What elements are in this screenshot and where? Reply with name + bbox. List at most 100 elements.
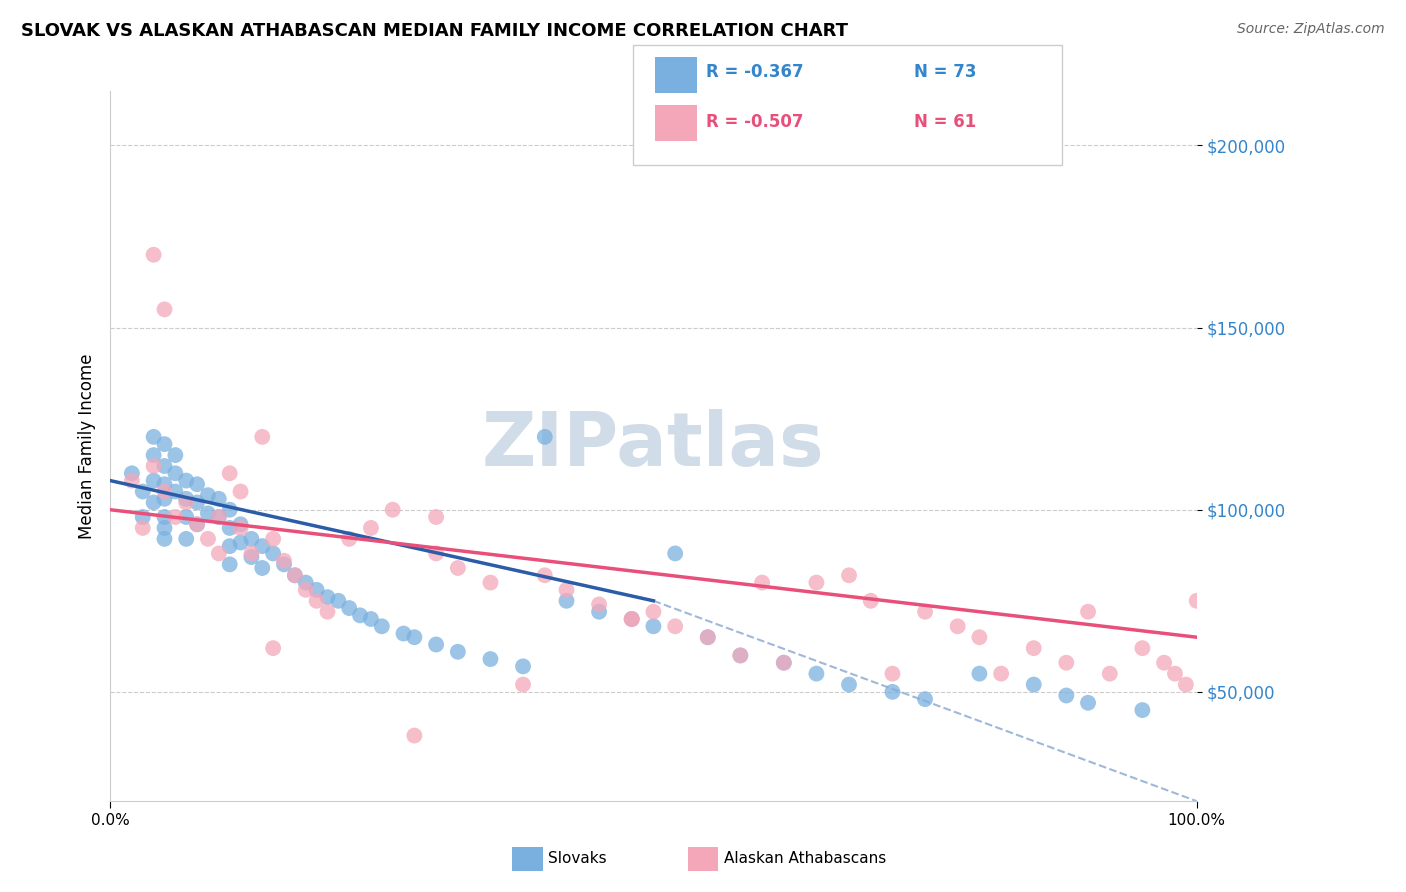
Point: [371, 619, 394, 633]
Point: [914, 605, 936, 619]
Point: [664, 546, 686, 560]
Point: [1098, 666, 1121, 681]
Point: [1054, 689, 1077, 703]
Point: [337, 601, 360, 615]
Point: [240, 550, 263, 565]
Point: [696, 630, 718, 644]
Point: [186, 495, 208, 509]
Point: [664, 619, 686, 633]
Point: [262, 546, 284, 560]
Point: [882, 685, 904, 699]
Point: [990, 666, 1012, 681]
Point: [294, 582, 316, 597]
Point: [882, 666, 904, 681]
Point: [153, 484, 176, 499]
Point: [165, 484, 187, 499]
Point: [142, 448, 165, 462]
Point: [186, 477, 208, 491]
Point: [153, 521, 176, 535]
Point: [132, 510, 155, 524]
Point: [620, 612, 643, 626]
Point: [284, 568, 307, 582]
Point: [1164, 666, 1187, 681]
Point: [305, 594, 328, 608]
Point: [121, 467, 143, 481]
Point: [218, 467, 240, 481]
Point: [533, 568, 555, 582]
Point: [305, 582, 328, 597]
Point: [174, 510, 197, 524]
Text: R = -0.507: R = -0.507: [706, 113, 803, 131]
Point: [806, 666, 828, 681]
Text: Slovaks: Slovaks: [548, 852, 607, 866]
Point: [1054, 656, 1077, 670]
Point: [1132, 641, 1154, 656]
Point: [165, 467, 187, 481]
Point: [174, 474, 197, 488]
Point: [838, 677, 860, 691]
Point: [404, 729, 426, 743]
Point: [360, 612, 382, 626]
Point: [262, 641, 284, 656]
Point: [751, 575, 773, 590]
Point: [555, 594, 578, 608]
Point: [153, 458, 176, 473]
Point: [328, 594, 350, 608]
Point: [142, 474, 165, 488]
Point: [337, 532, 360, 546]
Point: [273, 558, 295, 572]
Point: [218, 558, 240, 572]
Point: [153, 302, 176, 317]
Point: [643, 619, 665, 633]
Point: [479, 575, 502, 590]
Point: [404, 630, 426, 644]
Point: [555, 582, 578, 597]
Point: [447, 561, 470, 575]
Point: [262, 532, 284, 546]
Point: [969, 666, 991, 681]
Text: R = -0.367: R = -0.367: [706, 63, 803, 81]
Point: [165, 510, 187, 524]
Point: [208, 510, 231, 524]
Point: [218, 521, 240, 535]
Point: [392, 626, 415, 640]
Point: [142, 248, 165, 262]
Text: N = 61: N = 61: [914, 113, 976, 131]
Point: [218, 502, 240, 516]
Point: [425, 638, 447, 652]
Point: [730, 648, 752, 663]
Point: [806, 575, 828, 590]
Point: [696, 630, 718, 644]
Point: [240, 546, 263, 560]
Point: [174, 532, 197, 546]
Point: [208, 491, 231, 506]
Point: [153, 532, 176, 546]
Point: [186, 517, 208, 532]
Point: [479, 652, 502, 666]
Point: [425, 510, 447, 524]
Point: [132, 484, 155, 499]
Point: [643, 605, 665, 619]
Point: [969, 630, 991, 644]
Text: N = 73: N = 73: [914, 63, 976, 81]
Point: [229, 535, 252, 549]
Point: [316, 605, 339, 619]
Point: [533, 430, 555, 444]
Point: [620, 612, 643, 626]
Point: [252, 430, 274, 444]
Point: [1174, 677, 1197, 691]
Point: [1153, 656, 1175, 670]
Point: [174, 495, 197, 509]
Point: [142, 458, 165, 473]
Point: [1077, 605, 1099, 619]
Point: [240, 532, 263, 546]
Point: [174, 491, 197, 506]
Point: [1022, 677, 1045, 691]
Point: [153, 437, 176, 451]
Text: SLOVAK VS ALASKAN ATHABASCAN MEDIAN FAMILY INCOME CORRELATION CHART: SLOVAK VS ALASKAN ATHABASCAN MEDIAN FAMI…: [21, 22, 848, 40]
Point: [349, 608, 371, 623]
Point: [197, 488, 219, 502]
Point: [142, 495, 165, 509]
Point: [512, 677, 534, 691]
Point: [229, 517, 252, 532]
